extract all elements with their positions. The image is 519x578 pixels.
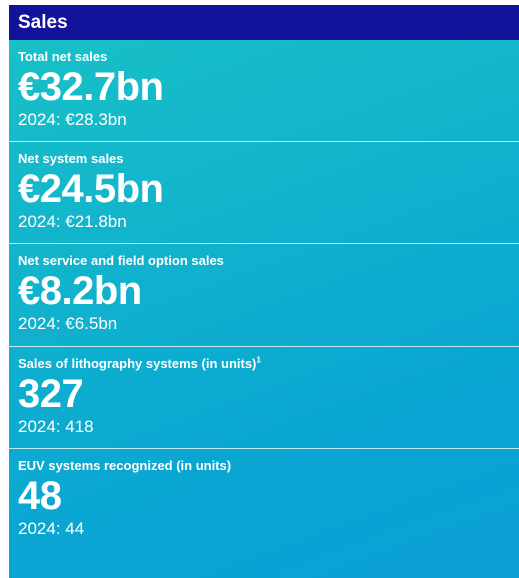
metric-label: Net service and field option sales [18,253,224,268]
footnote-marker: 1 [256,355,261,365]
metric-value: €24.5bn [18,167,164,211]
metric-comparison: 2024: €21.8bn [18,212,127,231]
metric-value: 48 [18,474,62,518]
metric-comparison: 2024: €6.5bn [18,314,118,333]
metric-value: €8.2bn [18,269,142,313]
metric-euv-systems-recognized: EUV systems recognized (in units) 48 202… [9,449,519,578]
metric-label: Sales of lithography systems (in units)1 [18,355,261,371]
metric-label: EUV systems recognized (in units) [18,458,232,473]
metric-comparison: 2024: 418 [18,417,94,436]
metric-net-service-field-option-sales: Net service and field option sales €8.2b… [9,244,519,347]
metric-comparison: 2024: 44 [18,519,85,538]
metric-label: Total net sales [18,49,108,64]
metric-net-system-sales: Net system sales €24.5bn 2024: €21.8bn [9,142,519,244]
metric-value: 327 [18,372,84,416]
metric-comparison: 2024: €28.3bn [18,110,127,129]
metric-total-net-sales: Total net sales €32.7bn 2024: €28.3bn [9,40,519,142]
metric-value: €32.7bn [18,65,164,109]
sales-panel: Sales Total net sales €32.7bn 2024: €28.… [9,5,519,578]
metric-label: Net system sales [18,151,124,166]
metric-lithography-systems-units: Sales of lithography systems (in units)1… [9,347,519,449]
panel-title: Sales [9,5,519,40]
